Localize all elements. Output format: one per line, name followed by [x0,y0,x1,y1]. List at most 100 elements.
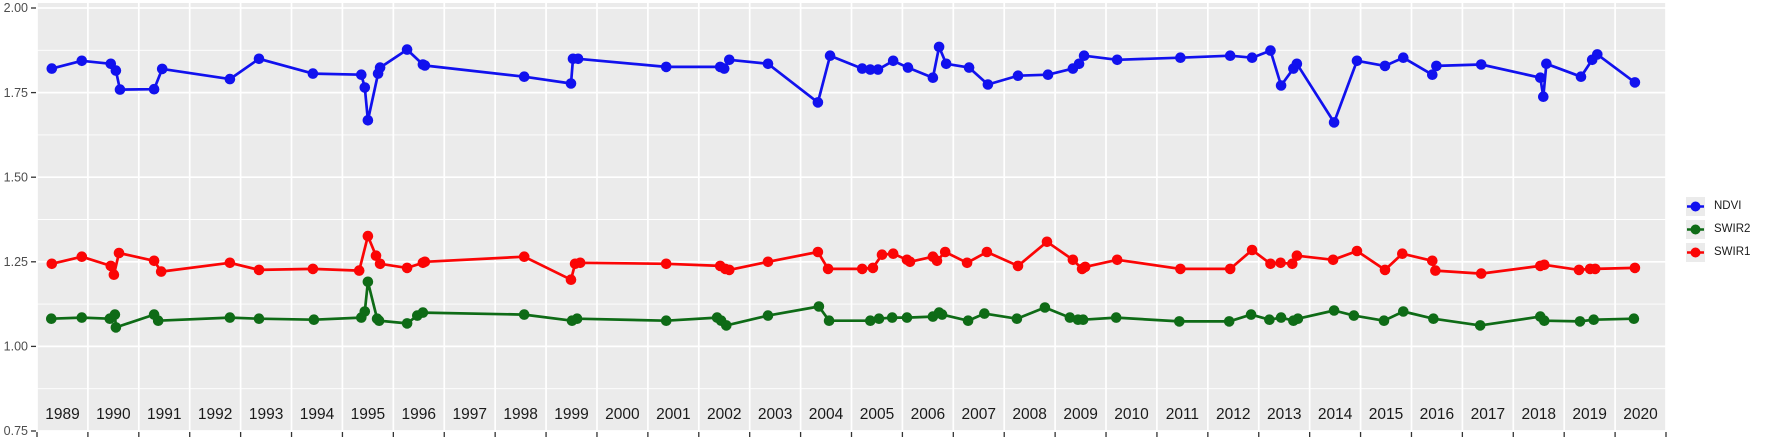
data-point-ndvi [724,54,735,66]
data-point-swir2 [1110,312,1122,323]
x-year-label: 2001 [656,406,690,423]
x-year-label: 1999 [554,406,588,423]
data-point-swir2 [1428,313,1439,325]
data-point-swir1 [353,265,365,276]
data-point-swir2 [253,313,265,325]
data-point-ndvi [660,61,672,73]
data-point-ndvi [572,53,584,65]
data-point-ndvi [902,62,914,73]
data-point-ndvi [1427,69,1438,80]
data-point-swir2 [979,308,990,319]
data-point-swir2 [359,306,371,317]
data-point-ndvi [762,58,774,70]
data-point-swir2 [224,312,236,323]
data-point-ndvi [1111,54,1123,66]
data-point-swir1 [574,257,586,269]
x-year-label: 2017 [1471,406,1505,423]
data-point-ndvi [1275,80,1287,91]
data-point-swir1 [762,256,774,268]
data-point-swir1 [876,249,888,260]
data-point-ndvi [1328,117,1340,128]
data-point-ndvi [1629,77,1641,88]
data-point-swir1 [887,248,899,259]
data-point-ndvi [812,97,824,108]
data-point-swir1 [1291,250,1303,261]
data-point-swir1 [1265,258,1276,270]
data-point-ndvi [1379,60,1391,72]
data-point-swir1 [931,255,943,267]
data-point-swir2 [518,309,530,320]
data-point-swir2 [813,301,825,312]
data-point-ndvi [1265,45,1276,56]
data-point-swir1 [904,256,916,268]
x-year-label: 1992 [198,406,232,423]
data-point-ndvi [419,60,431,71]
data-point-ndvi [76,55,88,67]
data-point-swir1 [307,263,319,275]
data-point-swir1 [1224,263,1236,275]
x-year-label: 1994 [300,406,335,423]
data-point-swir2 [1539,315,1550,327]
data-point-swir1 [1573,264,1585,276]
data-point-swir2 [373,315,385,327]
legend-item-label: SWIR1 [1714,246,1751,258]
y-axis-tick-label: 1.50 [4,170,28,184]
data-point-ndvi [307,68,319,79]
data-point-swir1 [660,258,672,270]
x-year-label: 2018 [1521,406,1555,423]
legend-item-swir2: SWIR2 [1686,218,1750,241]
data-point-swir2 [1474,320,1486,331]
data-point-swir1 [1287,258,1298,270]
data-point-ndvi [824,50,836,61]
data-point-swir2 [1398,306,1409,317]
ndvi-line-point-icon [1686,197,1705,216]
data-point-swir1 [253,264,265,276]
data-point-ndvi [148,83,160,95]
data-point-swir1 [1067,254,1079,266]
data-point-ndvi [865,64,876,75]
data-point-swir1 [76,251,88,262]
data-point-swir1 [370,250,382,261]
data-point-ndvi [718,63,730,74]
data-point-swir2 [660,315,672,327]
x-year-label: 1995 [351,406,385,423]
x-year-label: 2020 [1623,406,1658,423]
data-point-ndvi [887,55,899,67]
y-axis-tick-label: 0.75 [4,424,28,438]
x-year-label: 2014 [1318,406,1353,423]
swir2-line-point-icon [1686,220,1705,239]
data-point-swir2 [571,313,583,325]
data-point-swir1 [961,257,973,269]
x-year-label: 2004 [809,406,844,423]
data-point-swir2 [865,315,876,327]
data-point-ndvi [401,44,413,55]
legend-item-label: NDVI [1714,200,1742,212]
data-point-ndvi [1398,52,1409,63]
data-point-swir1 [1379,264,1391,276]
data-point-ndvi [1431,60,1442,72]
data-point-ndvi [982,79,994,90]
data-point-swir1 [724,264,735,276]
data-point-swir1 [1475,268,1487,279]
data-point-swir1 [1327,254,1339,266]
data-point-swir2 [1011,313,1023,325]
x-year-label: 2007 [962,406,996,423]
data-point-ndvi [927,72,939,83]
data-point-swir1 [155,266,167,277]
data-point-swir2 [308,314,320,326]
data-point-ndvi [1078,50,1090,61]
x-year-label: 2008 [1012,406,1046,423]
data-point-swir2 [936,309,948,320]
data-point-swir2 [1588,314,1599,326]
data-point-swir2 [152,315,164,327]
x-year-label: 1989 [45,406,79,423]
y-axis-tick-label: 1.75 [4,86,28,100]
data-point-swir2 [76,312,88,323]
data-point-ndvi [1575,71,1587,82]
data-point-swir2 [401,318,413,329]
data-point-ndvi [114,84,126,95]
x-year-label: 1991 [147,406,181,423]
data-point-ndvi [1042,69,1054,80]
